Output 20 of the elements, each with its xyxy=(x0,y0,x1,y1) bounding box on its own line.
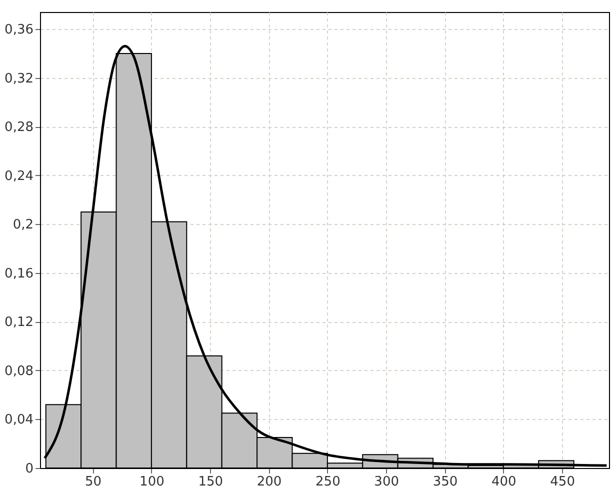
y-tick-label: 0,24 xyxy=(4,168,34,184)
x-tick-label: 300 xyxy=(374,474,400,490)
line-series xyxy=(43,44,608,467)
y-tick-label: 0,2 xyxy=(12,218,34,233)
y-tick-label: 0,28 xyxy=(4,120,34,136)
y-tick-label: 0 xyxy=(25,462,34,476)
x-tick-label: 150 xyxy=(198,474,224,490)
x-tick-label: 250 xyxy=(316,474,340,490)
x-tick-label: 200 xyxy=(256,474,282,490)
y-tick-label: 0,08 xyxy=(4,364,34,379)
y-tick-label: 0,32 xyxy=(4,71,34,86)
x-tick-label: 450 xyxy=(550,474,575,490)
x-tick-label: 350 xyxy=(432,474,458,490)
x-tick-label: 400 xyxy=(492,474,516,490)
x-tick-label: 50 xyxy=(85,474,102,490)
y-tick-label: 0,16 xyxy=(4,266,34,282)
y-tick-label: 0,04 xyxy=(4,412,34,428)
y-tick-label: 0,12 xyxy=(4,315,34,330)
x-tick-label: 100 xyxy=(140,474,164,490)
y-tick-label: 0,36 xyxy=(4,22,34,38)
